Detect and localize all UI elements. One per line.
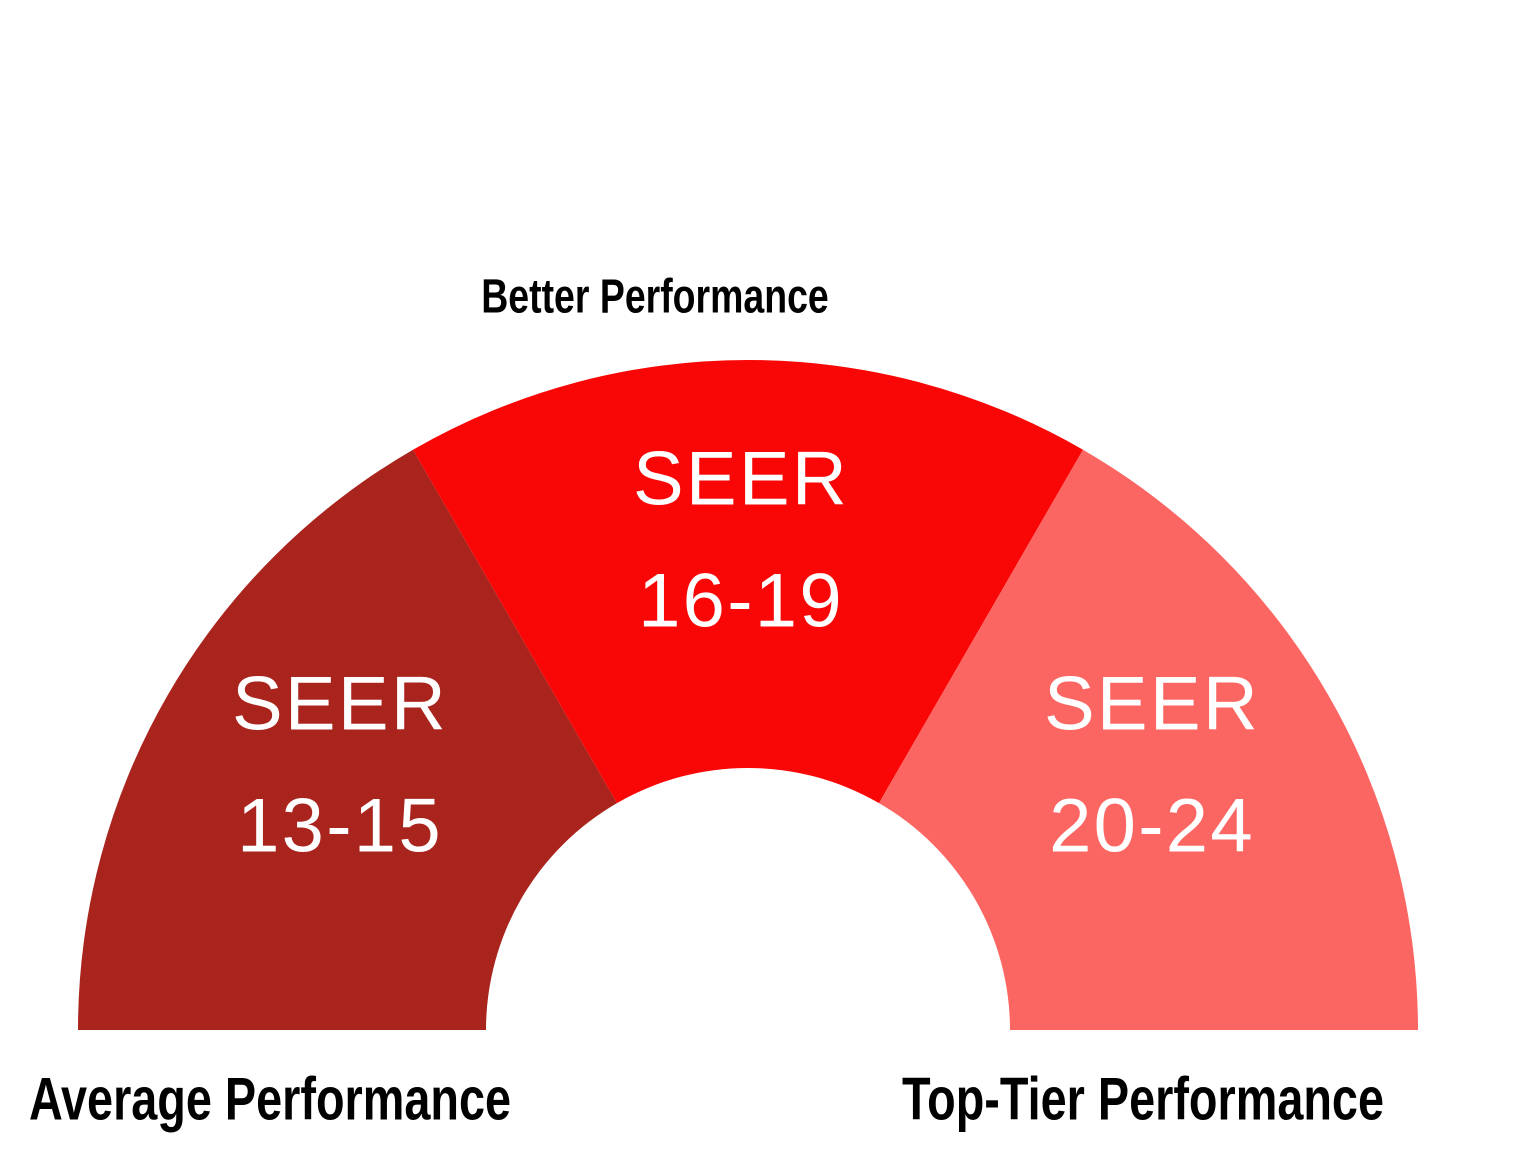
callout-better-performance: Better Performance xyxy=(481,270,829,324)
segment-label-line1: SEER xyxy=(632,436,850,522)
segment-label-line1: SEER xyxy=(1043,661,1261,747)
gauge-segment-seer-20-24 xyxy=(879,449,1418,1031)
segment-label-range: 13-15 xyxy=(237,783,443,868)
segment-label-seer-16-19: SEER 16-19 xyxy=(633,418,849,661)
segment-label-range: 20-24 xyxy=(1049,783,1255,868)
segment-label-range: 16-19 xyxy=(638,558,844,643)
segment-label-seer-13-15: SEER 13-15 xyxy=(232,643,448,886)
gauge-segment-seer-16-19 xyxy=(413,360,1083,804)
callout-top-tier-performance: Top-Tier Performance xyxy=(902,1065,1384,1133)
segment-label-line1: SEER xyxy=(231,661,449,747)
gauge-segment-seer-13-15 xyxy=(78,449,617,1031)
callout-average-performance: Average Performance xyxy=(28,1065,512,1133)
segment-label-seer-20-24: SEER 20-24 xyxy=(1044,643,1260,886)
